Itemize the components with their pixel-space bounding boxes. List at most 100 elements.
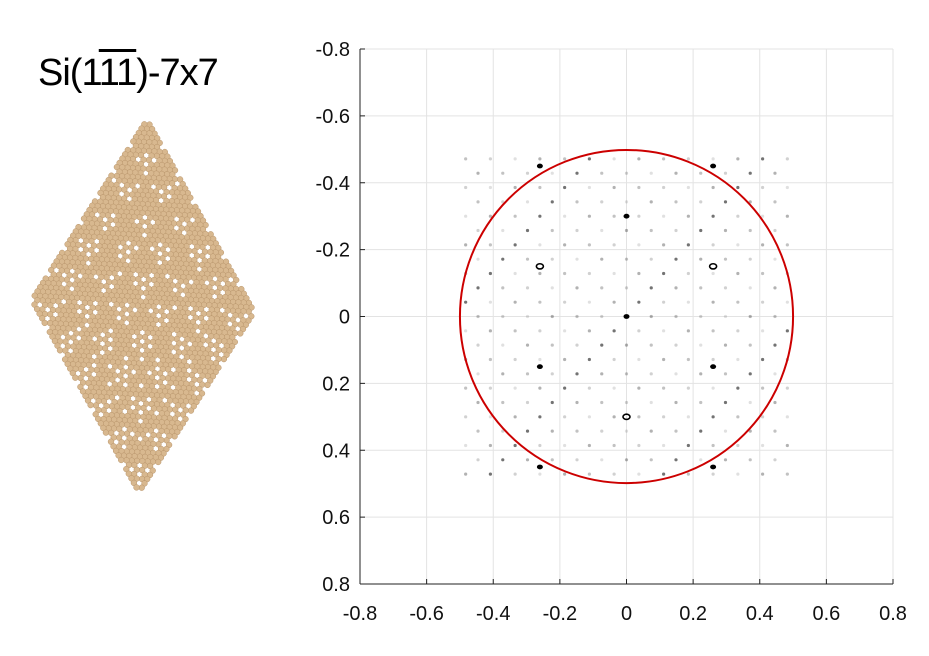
superlattice-spot (674, 200, 678, 204)
superlattice-spot (501, 286, 505, 290)
x-tick-label: -0.2 (543, 603, 577, 625)
superlattice-spot (600, 400, 604, 405)
superlattice-spot (711, 472, 715, 476)
bright-spot (710, 364, 717, 370)
superlattice-spot (501, 171, 505, 175)
superlattice-spot (748, 372, 752, 376)
superlattice-spot (662, 157, 666, 161)
superlattice-spot (662, 415, 666, 419)
bright-spot (710, 163, 717, 169)
superlattice-spot (637, 157, 641, 161)
superlattice-spot (464, 415, 468, 419)
superlattice-spot (699, 286, 703, 290)
superlattice-spot (488, 357, 492, 362)
superlattice-spot (501, 314, 505, 319)
superlattice-spot (699, 343, 703, 347)
superlattice-spot (464, 386, 468, 390)
superlattice-spot (711, 185, 715, 190)
superlattice-spot (612, 415, 616, 419)
superlattice-spot (649, 314, 653, 319)
superlattice-spot (686, 185, 690, 190)
bright-spot (708, 262, 718, 270)
superlattice-spot (748, 171, 752, 175)
superlattice-spot (476, 372, 480, 376)
superlattice-spot (761, 271, 765, 276)
superlattice-spot (525, 257, 530, 261)
superlattice-spot (600, 286, 604, 290)
superlattice-spot (674, 343, 678, 347)
superlattice-spot (649, 458, 653, 462)
superlattice-spot (649, 286, 653, 290)
superlattice-spot (550, 171, 554, 175)
superlattice-spot (476, 400, 480, 405)
superlattice-spot (538, 329, 542, 333)
superlattice-spot (575, 400, 579, 405)
superlattice-spot (525, 429, 530, 433)
superlattice-spot (723, 286, 728, 290)
superlattice-spot (748, 343, 752, 347)
superlattice-spot (525, 343, 530, 347)
superlattice-spot (513, 271, 517, 276)
superlattice-spot (736, 357, 740, 362)
superlattice-spot (563, 185, 567, 190)
superlattice-spot (587, 415, 591, 419)
superlattice-spot (488, 271, 492, 276)
superlattice-spot (624, 372, 629, 376)
superlattice-spot (476, 257, 480, 261)
superlattice-spot (612, 271, 616, 276)
superlattice-spot (699, 458, 703, 462)
superlattice-spot (699, 257, 703, 261)
superlattice-spot (723, 372, 728, 376)
superlattice-spot (637, 443, 641, 448)
y-tick-label: 0.2 (322, 373, 350, 395)
superlattice-spot (575, 458, 579, 462)
superlattice-spot (563, 386, 567, 390)
superlattice-spot (476, 458, 480, 462)
superlattice-spot (587, 329, 591, 333)
superlattice-spot (464, 185, 468, 190)
superlattice-spot (761, 157, 765, 161)
superlattice-spot (711, 443, 715, 448)
superlattice-spot (662, 472, 666, 476)
superlattice-spot (674, 286, 678, 290)
superlattice-spot (761, 300, 765, 304)
superlattice-spot (612, 214, 616, 218)
superlattice-spot (699, 228, 703, 233)
superlattice-spot (501, 228, 505, 233)
x-tick-label: 0.2 (679, 603, 707, 625)
superlattice-spot (538, 214, 542, 218)
superlattice-spot (637, 243, 641, 247)
superlattice-spot (637, 472, 641, 476)
superlattice-spot (686, 300, 690, 304)
superlattice-spot (525, 372, 530, 376)
superlattice-spot (773, 458, 777, 462)
superlattice-spot (699, 314, 703, 319)
superlattice-spot (723, 343, 728, 347)
superlattice-spot (773, 314, 777, 319)
title-prefix: Si(1 (38, 52, 100, 94)
x-tick-label: 0.6 (812, 603, 840, 625)
superlattice-spot (624, 200, 629, 204)
superlattice-spot (563, 329, 567, 333)
superlattice-spot (699, 200, 703, 204)
superlattice-spot (550, 429, 554, 433)
superlattice-spot (686, 472, 690, 476)
superlattice-spot (723, 458, 728, 462)
superlattice-spot (612, 300, 616, 304)
superlattice-spot (550, 458, 554, 462)
superlattice-spot (662, 300, 666, 304)
superlattice-spot (637, 357, 641, 362)
superlattice-spot (649, 228, 653, 233)
superlattice-spot (476, 429, 480, 433)
bright-spot (536, 464, 543, 470)
superlattice-spot (563, 300, 567, 304)
superlattice-spot (538, 472, 542, 476)
superlattice-spot (637, 415, 641, 419)
superlattice-spot (513, 214, 517, 218)
superlattice-spot (600, 314, 604, 319)
atom-lattice (31, 121, 255, 491)
superlattice-spot (662, 185, 666, 190)
superlattice-spot (513, 243, 517, 247)
superlattice-spot (575, 286, 579, 290)
superlattice-spot (674, 171, 678, 175)
